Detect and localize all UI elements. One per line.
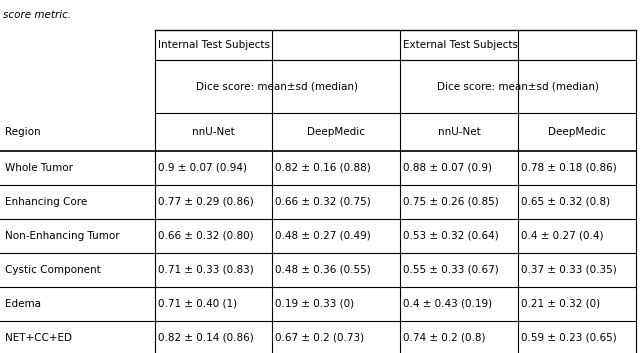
Text: 0.67 ± 0.2 (0.73): 0.67 ± 0.2 (0.73) (275, 333, 364, 343)
Text: Cystic Component: Cystic Component (5, 265, 100, 275)
Text: External Test Subjects: External Test Subjects (403, 40, 518, 50)
Text: 0.21 ± 0.32 (0): 0.21 ± 0.32 (0) (521, 299, 600, 309)
Text: Non-Enhancing Tumor: Non-Enhancing Tumor (5, 231, 120, 241)
Text: 0.59 ± 0.23 (0.65): 0.59 ± 0.23 (0.65) (521, 333, 617, 343)
Text: 0.4 ± 0.27 (0.4): 0.4 ± 0.27 (0.4) (521, 231, 604, 241)
Text: NET+CC+ED: NET+CC+ED (5, 333, 72, 343)
Text: 0.66 ± 0.32 (0.80): 0.66 ± 0.32 (0.80) (158, 231, 253, 241)
Text: 0.82 ± 0.16 (0.88): 0.82 ± 0.16 (0.88) (275, 163, 371, 173)
Text: Edema: Edema (5, 299, 41, 309)
Text: 0.66 ± 0.32 (0.75): 0.66 ± 0.32 (0.75) (275, 197, 371, 207)
Text: 0.37 ± 0.33 (0.35): 0.37 ± 0.33 (0.35) (521, 265, 617, 275)
Text: 0.53 ± 0.32 (0.64): 0.53 ± 0.32 (0.64) (403, 231, 499, 241)
Text: 0.74 ± 0.2 (0.8): 0.74 ± 0.2 (0.8) (403, 333, 486, 343)
Text: Internal Test Subjects: Internal Test Subjects (158, 40, 270, 50)
Text: 0.88 ± 0.07 (0.9): 0.88 ± 0.07 (0.9) (403, 163, 492, 173)
Text: 0.48 ± 0.36 (0.55): 0.48 ± 0.36 (0.55) (275, 265, 371, 275)
Text: nnU-Net: nnU-Net (438, 127, 481, 137)
Text: 0.71 ± 0.33 (0.83): 0.71 ± 0.33 (0.83) (158, 265, 253, 275)
Text: 0.75 ± 0.26 (0.85): 0.75 ± 0.26 (0.85) (403, 197, 499, 207)
Text: score metric.: score metric. (3, 10, 71, 20)
Text: Dice score: mean±sd (median): Dice score: mean±sd (median) (196, 82, 358, 91)
Text: 0.65 ± 0.32 (0.8): 0.65 ± 0.32 (0.8) (521, 197, 610, 207)
Text: DeepMedic: DeepMedic (548, 127, 606, 137)
Text: Dice score: mean±sd (median): Dice score: mean±sd (median) (437, 82, 599, 91)
Text: 0.78 ± 0.18 (0.86): 0.78 ± 0.18 (0.86) (521, 163, 617, 173)
Text: nnU-Net: nnU-Net (192, 127, 235, 137)
Text: DeepMedic: DeepMedic (307, 127, 365, 137)
Text: 0.19 ± 0.33 (0): 0.19 ± 0.33 (0) (275, 299, 354, 309)
Text: 0.77 ± 0.29 (0.86): 0.77 ± 0.29 (0.86) (158, 197, 253, 207)
Text: Enhancing Core: Enhancing Core (5, 197, 87, 207)
Text: 0.82 ± 0.14 (0.86): 0.82 ± 0.14 (0.86) (158, 333, 253, 343)
Text: 0.71 ± 0.40 (1): 0.71 ± 0.40 (1) (158, 299, 237, 309)
Text: 0.4 ± 0.43 (0.19): 0.4 ± 0.43 (0.19) (403, 299, 492, 309)
Text: 0.9 ± 0.07 (0.94): 0.9 ± 0.07 (0.94) (158, 163, 247, 173)
Text: 0.55 ± 0.33 (0.67): 0.55 ± 0.33 (0.67) (403, 265, 499, 275)
Text: Whole Tumor: Whole Tumor (5, 163, 73, 173)
Text: Region: Region (5, 127, 40, 137)
Text: 0.48 ± 0.27 (0.49): 0.48 ± 0.27 (0.49) (275, 231, 371, 241)
